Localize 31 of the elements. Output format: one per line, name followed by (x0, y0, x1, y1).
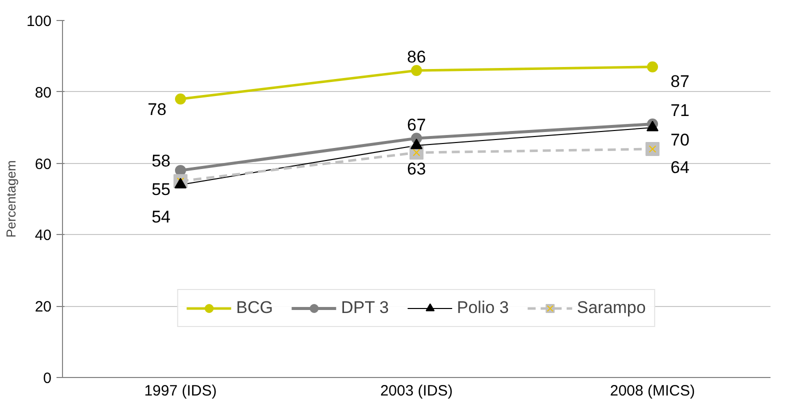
data-label: 87 (670, 72, 690, 91)
y-axis-title: Percentagem (3, 160, 18, 238)
legend-label: Polio 3 (456, 298, 509, 318)
data-label: 64 (670, 158, 690, 178)
data-label: 70 (670, 130, 690, 150)
point (174, 178, 186, 188)
point (646, 142, 660, 156)
y-tick-label: 0 (43, 370, 52, 387)
data-label: 71 (670, 101, 690, 120)
point (410, 138, 422, 150)
data-label: 63 (407, 160, 426, 179)
data-label: 78 (148, 100, 167, 120)
legend-label: Sarampo (576, 298, 646, 318)
x-tick-label: 2008 (MICS) (610, 382, 696, 400)
point (647, 61, 658, 72)
point (175, 94, 186, 105)
data-label: 58 (152, 151, 171, 170)
data-label: 54 (152, 208, 171, 227)
data-label: 55 (152, 180, 171, 200)
y-tick-label: 20 (34, 298, 52, 316)
data-label: 86 (407, 47, 426, 66)
y-tick-label: 40 (34, 227, 52, 244)
point (411, 64, 422, 76)
x-tick-label: 2003 (IDS) (380, 382, 453, 400)
x-tick-label: 1997 (IDS) (144, 382, 217, 400)
legend-label: BCG (236, 298, 273, 318)
legend-label: DPT 3 (341, 298, 389, 318)
data-label: 67 (407, 115, 426, 134)
y-tick-label: 100 (26, 13, 52, 30)
y-tick-label: 60 (34, 156, 52, 173)
y-tick-label: 80 (34, 84, 52, 102)
